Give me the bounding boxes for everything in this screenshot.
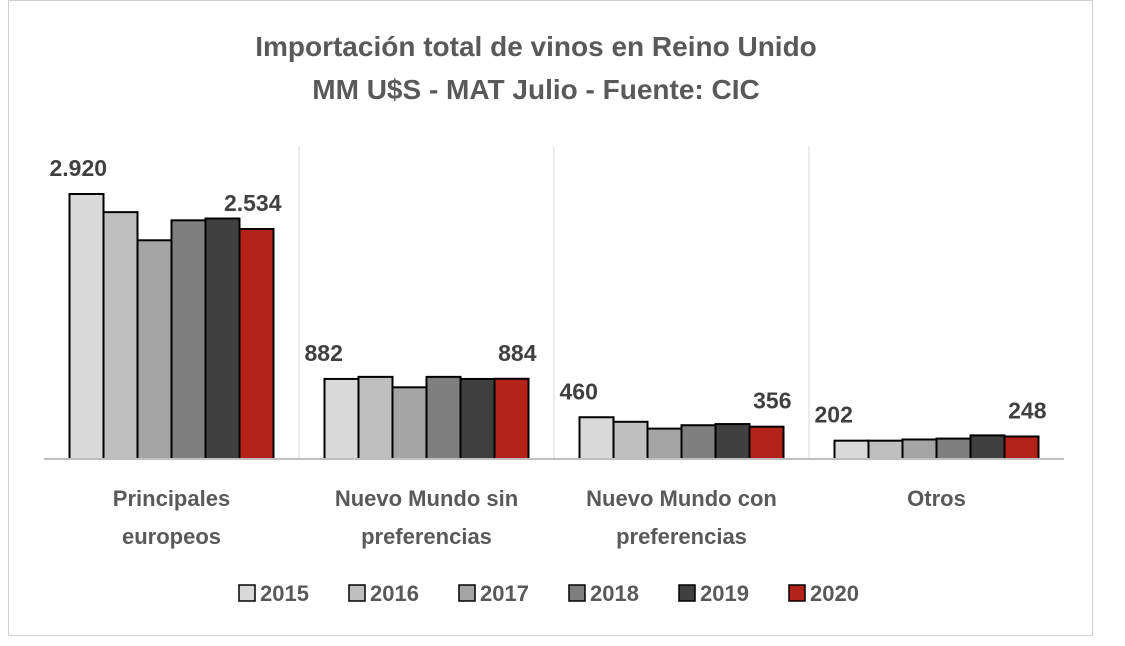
bar-2017-cat-2 (391, 386, 428, 461)
bar-2017-cat-3 (646, 427, 683, 460)
category-label-4: Otros (907, 486, 966, 511)
bar-2016-cat-4 (867, 439, 904, 461)
category-label-1: Principales (113, 486, 230, 511)
bar-2019-cat-1 (204, 217, 241, 460)
bar-2018-cat-4 (935, 437, 972, 460)
legend-label-2020: 2020 (810, 581, 859, 606)
bar-2017-cat-1 (136, 239, 173, 460)
legend-label-2015: 2015 (260, 581, 309, 606)
category-label-2: preferencias (361, 524, 492, 549)
data-label-2015-cat-2: 882 (305, 340, 343, 366)
bar-2019-cat-2 (459, 377, 496, 460)
bar-2019-cat-3 (714, 423, 751, 461)
chart-title-line-2: MM U$S - MAT Julio - Fuente: CIC (312, 74, 759, 105)
category-label-2: Nuevo Mundo sin (335, 486, 518, 511)
category-label-3: Nuevo Mundo con (586, 486, 777, 511)
bar-2016-cat-1 (102, 211, 139, 460)
legend-swatch-2020 (788, 584, 806, 602)
bar-2015-cat-3 (578, 416, 615, 460)
chart-frame: Importación total de vinos en Reino Unid… (8, 0, 1093, 636)
chart-title-line-1: Importación total de vinos en Reino Unid… (255, 31, 817, 62)
data-label-2015-cat-4: 202 (815, 402, 853, 428)
bar-2018-cat-2 (425, 375, 462, 461)
bar-2020-cat-3 (748, 425, 785, 460)
data-label-2015-cat-1: 2.920 (50, 155, 108, 181)
bar-2015-cat-1 (68, 193, 105, 460)
legend-swatch-2019 (678, 584, 696, 602)
chart-canvas: Importación total de vinos en Reino Unid… (44, 31, 1064, 606)
data-label-2020-cat-1: 2.534 (224, 190, 282, 216)
bar-2017-cat-4 (901, 438, 938, 460)
category-label-3: preferencias (616, 524, 747, 549)
bar-2018-cat-3 (680, 424, 717, 460)
category-label-1: europeos (122, 524, 221, 549)
bar-2020-cat-2 (493, 377, 530, 461)
bar-2016-cat-2 (357, 375, 394, 461)
bar-2018-cat-1 (170, 219, 207, 460)
bar-2015-cat-2 (323, 377, 360, 460)
legend-swatch-2017 (458, 584, 476, 602)
bar-2019-cat-4 (969, 434, 1006, 461)
legend-swatch-2015 (238, 584, 256, 602)
legend-swatch-2016 (348, 584, 366, 602)
data-label-2015-cat-3: 460 (560, 378, 598, 404)
legend-swatch-2018 (568, 584, 586, 602)
bar-2015-cat-4 (833, 439, 870, 461)
legend-label-2017: 2017 (480, 581, 529, 606)
bar-2016-cat-3 (612, 420, 649, 461)
legend-label-2019: 2019 (700, 581, 749, 606)
bar-2020-cat-4 (1003, 435, 1040, 461)
data-label-2020-cat-3: 356 (753, 388, 791, 414)
data-label-2020-cat-4: 248 (1008, 397, 1047, 423)
bar-2020-cat-1 (238, 228, 275, 460)
legend-label-2018: 2018 (590, 581, 639, 606)
legend-label-2016: 2016 (370, 581, 419, 606)
data-label-2020-cat-2: 884 (498, 340, 537, 366)
